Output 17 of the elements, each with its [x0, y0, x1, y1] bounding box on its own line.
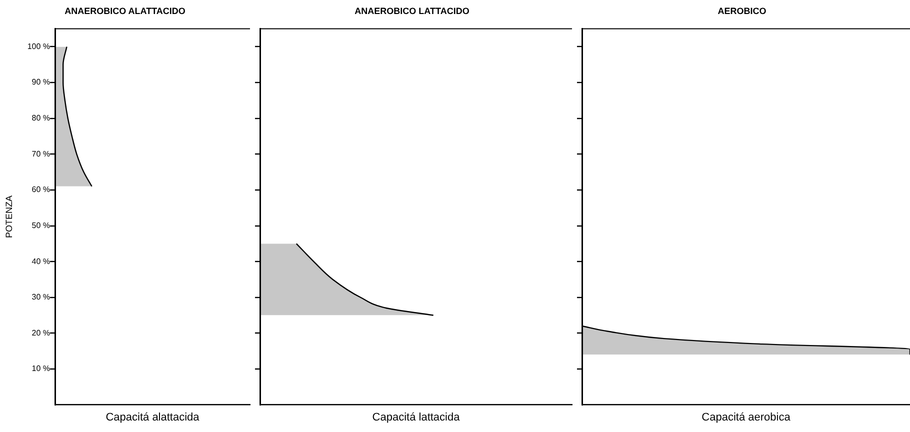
x-axis-title: Capacitá alattacida: [106, 411, 200, 424]
y-axis-title: POTENZA: [4, 196, 14, 238]
y-tick-label: 50 %: [32, 220, 50, 230]
y-tick-label: 80 %: [32, 114, 50, 123]
chart-title: AEROBICO: [718, 6, 766, 16]
y-tick-label: 90 %: [32, 78, 50, 87]
y-tick-label: 20 %: [32, 328, 50, 338]
y-tick-label: 70 %: [32, 149, 50, 158]
y-tick-label: 60 %: [32, 185, 50, 194]
text: ANAEROBICO ALATTACIDO: [64, 6, 186, 16]
x-axis-title: Capacitá aerobica: [702, 411, 792, 424]
chart-title: ANAEROBICO LATTACIDO: [354, 6, 470, 16]
y-tick-label: 100 %: [27, 42, 50, 51]
y-tick-label: 30 %: [32, 292, 50, 302]
y-tick-label: 40 %: [32, 256, 50, 266]
y-tick-label: 10 %: [32, 364, 50, 374]
x-axis-title: Capacitá lattacida: [372, 411, 461, 424]
